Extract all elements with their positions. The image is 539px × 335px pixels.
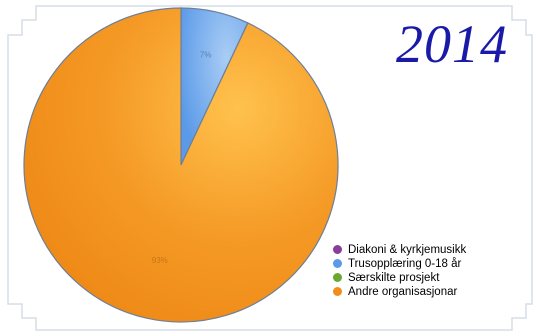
legend-item-sarskilte-prosjekt: Særskilte prosjekt — [333, 271, 466, 285]
legend-swatch — [333, 245, 342, 254]
data-label: 93% — [152, 256, 168, 265]
legend-swatch — [333, 287, 342, 296]
pie-slice-andre-organisasjonar — [23, 7, 339, 323]
legend-swatch — [333, 273, 342, 282]
legend-item-diakoni: Diakoni & kyrkjemusikk — [333, 243, 466, 257]
legend-item-andre-organisasjonar: Andre organisasjonar — [333, 285, 466, 299]
legend-label: Særskilte prosjekt — [348, 272, 440, 284]
legend-item-trusopplaering: Trusopplæring 0-18 år — [333, 257, 466, 271]
legend: Diakoni & kyrkjemusikk Trusopplæring 0-1… — [333, 243, 466, 299]
data-label: 7% — [200, 51, 212, 60]
legend-label: Trusopplæring 0-18 år — [348, 258, 462, 270]
legend-label: Diakoni & kyrkjemusikk — [348, 244, 467, 256]
chart-title: 2014 — [396, 14, 508, 74]
legend-swatch — [333, 259, 342, 268]
legend-label: Andre organisasjonar — [348, 286, 458, 298]
